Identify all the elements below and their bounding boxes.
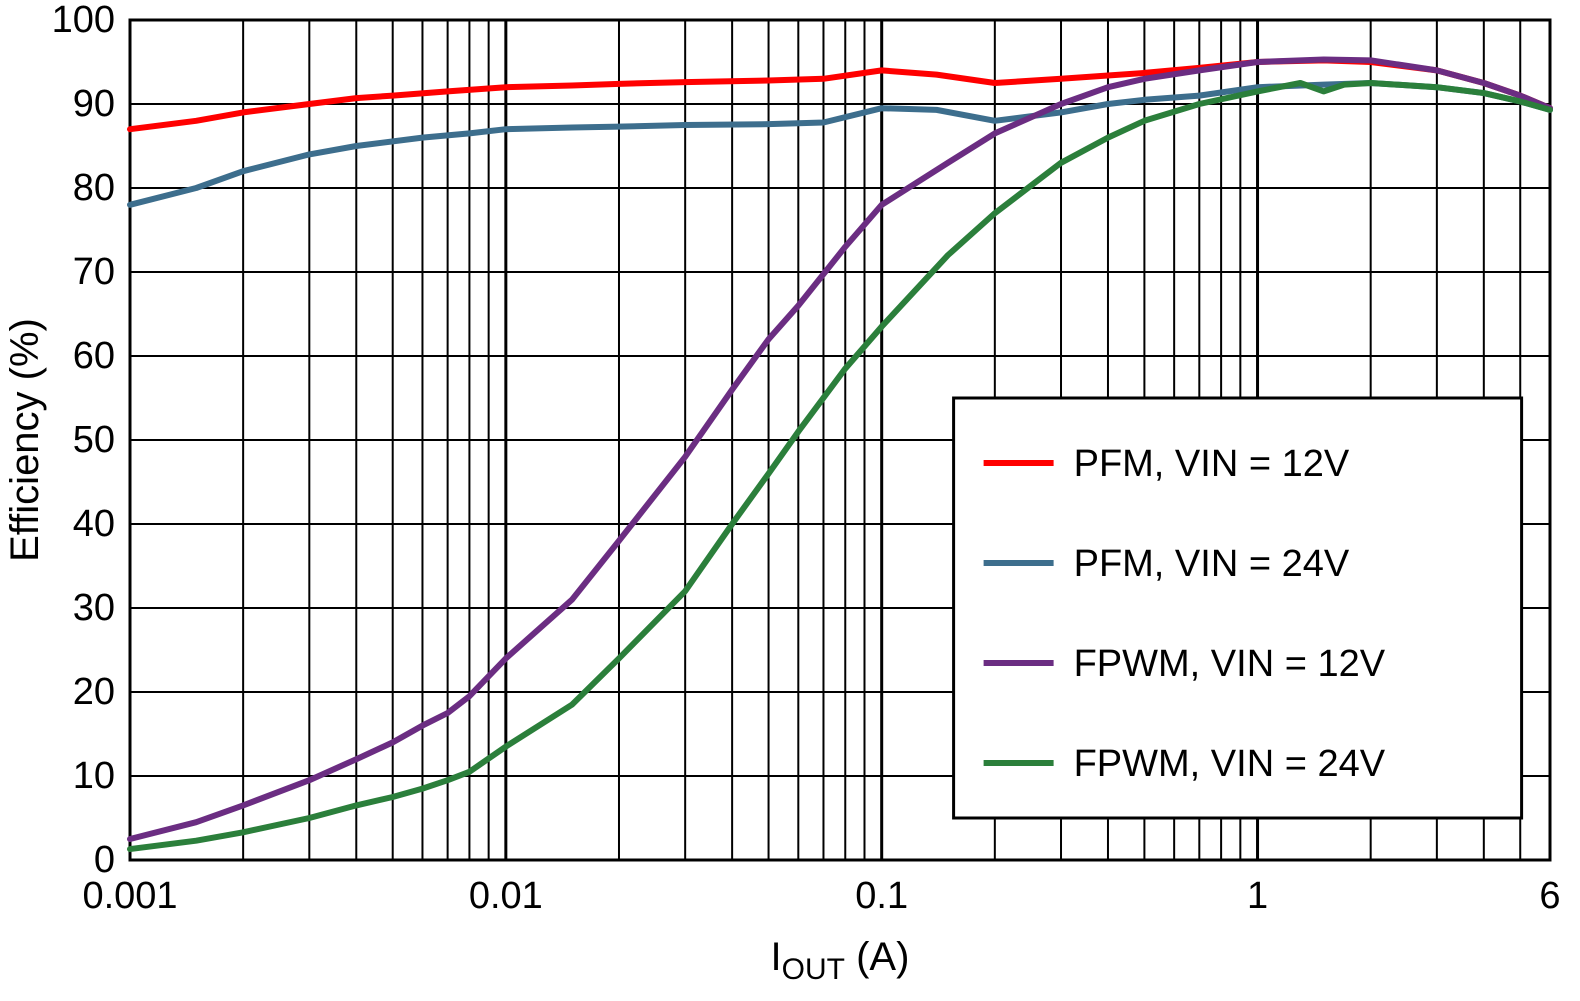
x-tick-label: 1 bbox=[1247, 875, 1268, 917]
y-tick-label: 20 bbox=[73, 671, 115, 713]
y-tick-label: 60 bbox=[73, 335, 115, 377]
legend: PFM, VIN = 12V PFM, VIN = 24V FPWM, VIN = … bbox=[954, 398, 1522, 818]
efficiency-chart: 01020304050607080901000.0010.010.116Effi… bbox=[0, 0, 1580, 1001]
y-tick-label: 50 bbox=[73, 419, 115, 461]
x-tick-label: 0.01 bbox=[469, 875, 543, 917]
x-tick-label: 0.001 bbox=[82, 875, 177, 917]
y-tick-label: 30 bbox=[73, 587, 115, 629]
y-tick-label: 80 bbox=[73, 167, 115, 209]
y-tick-label: 90 bbox=[73, 83, 115, 125]
y-tick-label: 40 bbox=[73, 503, 115, 545]
x-tick-label: 0.1 bbox=[855, 875, 908, 917]
legend-label: PFM, VIN = 24V bbox=[1074, 543, 1350, 585]
legend-label: PFM, VIN = 12V bbox=[1074, 443, 1350, 485]
legend-label: FPWM, VIN = 24V bbox=[1074, 743, 1386, 785]
legend-label: FPWM, VIN = 12V bbox=[1074, 643, 1386, 685]
y-axis-label: Efficiency (%) bbox=[3, 318, 47, 562]
x-tick-label: 6 bbox=[1539, 875, 1560, 917]
y-tick-label: 70 bbox=[73, 251, 115, 293]
chart-svg: 01020304050607080901000.0010.010.116Effi… bbox=[0, 0, 1580, 1001]
y-tick-label: 100 bbox=[52, 0, 115, 41]
y-tick-label: 10 bbox=[73, 755, 115, 797]
